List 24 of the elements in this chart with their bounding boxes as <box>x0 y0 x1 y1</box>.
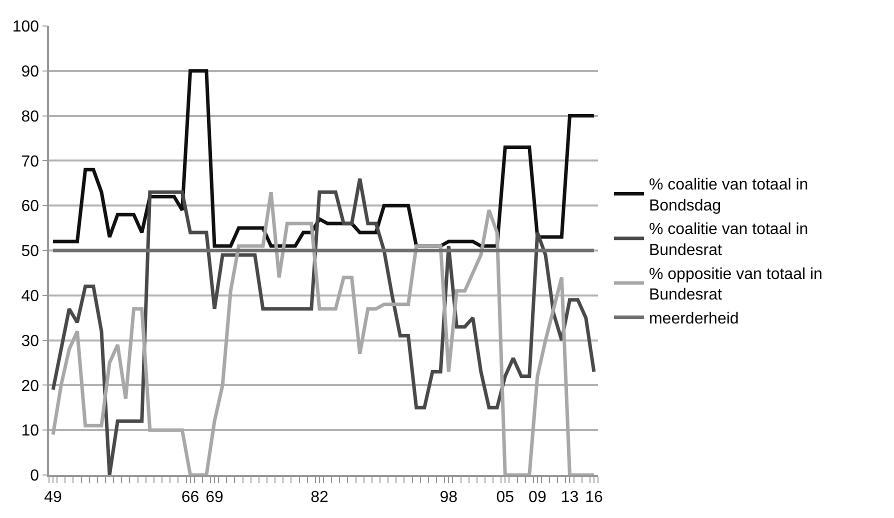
y-tick-label: 100 <box>12 18 40 36</box>
x-tick-label: 05 <box>496 488 514 506</box>
y-tick-label: 90 <box>21 64 40 80</box>
y-tick-label: 30 <box>21 332 40 350</box>
y-tick-label: 70 <box>21 153 40 170</box>
line-series <box>51 69 596 248</box>
x-tick-label: 66 <box>181 488 200 506</box>
y-tick-label: 80 <box>21 108 40 126</box>
x-tick-label: 98 <box>440 488 458 506</box>
x-tick-label: 69 <box>206 488 224 506</box>
x-tick-label: 49 <box>44 488 62 506</box>
legend-label: meerderheid <box>648 310 739 328</box>
y-tick-label: 0 <box>30 468 40 485</box>
legend-label: % coalitie van totaal in Bundesrat <box>648 221 808 260</box>
y-tick-label: 10 <box>21 422 40 440</box>
y-tick-label: 20 <box>21 378 40 395</box>
y-tick-label: 40 <box>21 288 40 305</box>
x-tick-label: 82 <box>310 488 328 506</box>
y-tick-label: 60 <box>21 198 40 216</box>
x-tick-label: 13 <box>560 488 579 506</box>
legend-label: % coalitie van totaal in Bondsdag <box>648 176 808 214</box>
y-tick-label: 50 <box>21 243 40 260</box>
x-tick-label: 16 <box>585 488 603 506</box>
x-tick-label: 09 <box>528 488 546 506</box>
